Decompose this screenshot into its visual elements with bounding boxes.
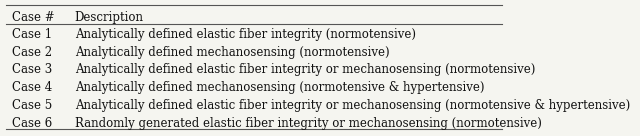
Text: Analytically defined mechanosensing (normotensive): Analytically defined mechanosensing (nor… xyxy=(75,46,389,59)
Text: Case 5: Case 5 xyxy=(12,99,52,112)
Text: Case 6: Case 6 xyxy=(12,117,52,130)
Text: Case 3: Case 3 xyxy=(12,64,52,76)
Text: Analytically defined elastic fiber integrity or mechanosensing (normotensive): Analytically defined elastic fiber integ… xyxy=(75,64,535,76)
Text: Case 2: Case 2 xyxy=(12,46,52,59)
Text: Case 1: Case 1 xyxy=(12,28,52,41)
Text: Description: Description xyxy=(75,11,144,24)
Text: Analytically defined elastic fiber integrity (normotensive): Analytically defined elastic fiber integ… xyxy=(75,28,416,41)
Text: Analytically defined elastic fiber integrity or mechanosensing (normotensive & h: Analytically defined elastic fiber integ… xyxy=(75,99,630,112)
Text: Analytically defined mechanosensing (normotensive & hypertensive): Analytically defined mechanosensing (nor… xyxy=(75,81,484,94)
Text: Case 4: Case 4 xyxy=(12,81,52,94)
Text: Case #: Case # xyxy=(12,11,54,24)
Text: Randomly generated elastic fiber integrity or mechanosensing (normotensive): Randomly generated elastic fiber integri… xyxy=(75,117,541,130)
